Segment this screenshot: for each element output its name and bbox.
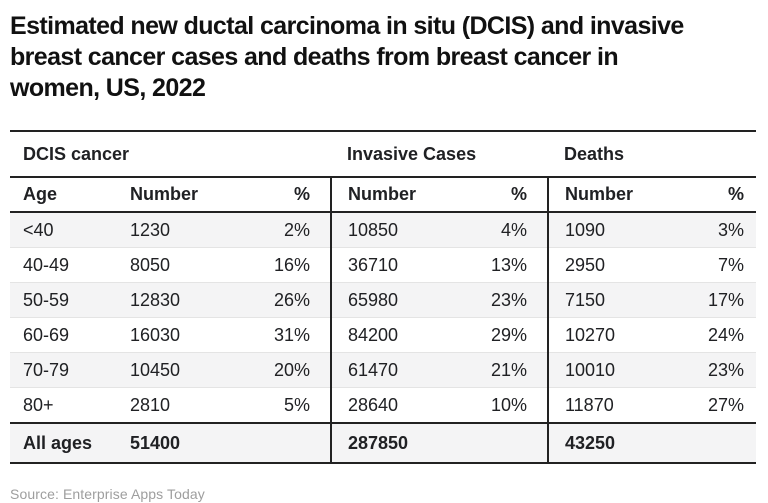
invasive-percent-cell: 4% [471,212,548,248]
column-header-invasive-number: Number [330,177,471,213]
invasive-percent-cell: 29% [471,317,548,353]
deaths-percent-total-cell [678,422,756,464]
table-row-80-plus: 80+ 2810 5% 28640 10% 11870 27% [10,387,756,424]
group-header-row: DCIS cancer Invasive Cases Deaths [10,131,756,178]
dcis-number-cell: 10450 [120,352,250,388]
deaths-number-cell: 10010 [547,352,678,388]
invasive-number-cell: 84200 [330,317,471,353]
column-header-invasive-percent: % [471,177,548,213]
dcis-percent-cell: 2% [250,212,331,248]
column-header-dcis-number: Number [120,177,250,213]
group-header-deaths: Deaths [548,131,756,178]
invasive-percent-total-cell [471,422,548,464]
dcis-percent-cell: 16% [250,247,331,283]
age-cell: 70-79 [10,352,120,388]
group-header-invasive: Invasive Cases [331,131,548,178]
column-header-row: Age Number % Number % Number % [10,177,756,213]
table-row-70-79: 70-79 10450 20% 61470 21% 10010 23% [10,352,756,388]
page-title-line-1: Estimated new ductal carcinoma in situ (… [10,12,684,40]
invasive-percent-cell: 13% [471,247,548,283]
deaths-number-cell: 7150 [547,282,678,318]
deaths-number-total-cell: 43250 [547,422,678,464]
deaths-percent-cell: 24% [678,317,756,353]
invasive-percent-cell: 10% [471,387,548,424]
invasive-number-cell: 10850 [330,212,471,248]
age-cell: 80+ [10,387,120,424]
deaths-number-cell: 11870 [547,387,678,424]
age-cell: 60-69 [10,317,120,353]
invasive-percent-cell: 23% [471,282,548,318]
age-cell: All ages [10,422,120,464]
invasive-number-cell: 65980 [330,282,471,318]
dcis-percent-cell: 26% [250,282,331,318]
table-row-50-59: 50-59 12830 26% 65980 23% 7150 17% [10,282,756,318]
column-header-deaths-number: Number [547,177,678,213]
dcis-number-cell: 8050 [120,247,250,283]
dcis-percent-total-cell [250,422,331,464]
deaths-percent-cell: 17% [678,282,756,318]
dcis-number-cell: 12830 [120,282,250,318]
invasive-number-cell: 36710 [330,247,471,283]
dcis-number-cell: 2810 [120,387,250,424]
dcis-number-cell: 1230 [120,212,250,248]
deaths-percent-cell: 23% [678,352,756,388]
age-cell: 40-49 [10,247,120,283]
dcis-number-cell: 16030 [120,317,250,353]
invasive-number-total-cell: 287850 [330,422,471,464]
source-note: Source: Enterprise Apps Today [10,486,205,502]
deaths-number-cell: 10270 [547,317,678,353]
dcis-percent-cell: 31% [250,317,331,353]
column-header-deaths-percent: % [678,177,756,213]
table-row-under-40: <40 1230 2% 10850 4% 1090 3% [10,212,756,248]
age-cell: <40 [10,212,120,248]
deaths-number-cell: 1090 [547,212,678,248]
dcis-percent-cell: 20% [250,352,331,388]
group-header-dcis: DCIS cancer [10,131,331,178]
deaths-percent-cell: 7% [678,247,756,283]
deaths-number-cell: 2950 [547,247,678,283]
page-title: Estimated new ductal carcinoma in situ (… [0,0,768,104]
invasive-number-cell: 28640 [330,387,471,424]
column-header-dcis-percent: % [250,177,331,213]
table-row-60-69: 60-69 16030 31% 84200 29% 10270 24% [10,317,756,353]
deaths-percent-cell: 27% [678,387,756,424]
deaths-percent-cell: 3% [678,212,756,248]
dcis-number-total-cell: 51400 [120,422,250,464]
table-row-all-ages: All ages 51400 287850 43250 [10,422,756,464]
age-cell: 50-59 [10,282,120,318]
invasive-number-cell: 61470 [330,352,471,388]
dcis-percent-cell: 5% [250,387,331,424]
table-row-40-49: 40-49 8050 16% 36710 13% 2950 7% [10,247,756,283]
page-title-line-3: women, US, 2022 [10,74,206,102]
column-header-age: Age [10,177,120,213]
breast-cancer-stats-table: DCIS cancer Invasive Cases Deaths Age Nu… [10,130,756,464]
page-title-line-2: breast cancer cases and deaths from brea… [10,43,619,71]
invasive-percent-cell: 21% [471,352,548,388]
